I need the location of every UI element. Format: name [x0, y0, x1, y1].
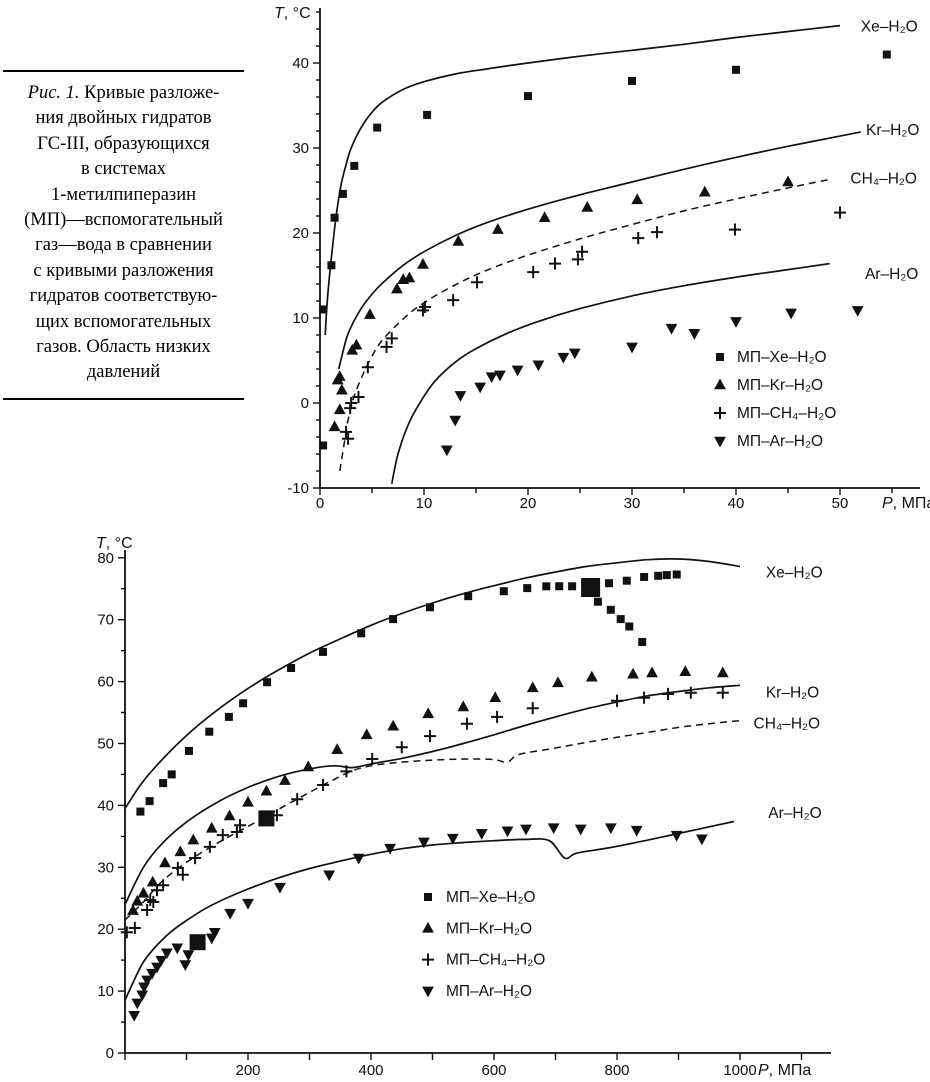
- caption-line: ГС-III, образующихся: [37, 133, 210, 154]
- x-axis-title: P, МПа: [882, 495, 930, 512]
- y-tick-label: 0: [301, 395, 309, 412]
- curve-label-kr: Kr–H₂O: [866, 122, 919, 139]
- curve-label-ch4: CH₄–H₂O: [850, 171, 917, 188]
- caption-line: Рис. 1. Кривые разложе-: [5, 81, 242, 106]
- curve-label-ar: Ar–H₂O: [768, 805, 821, 822]
- y-tick-label: 0: [106, 1045, 114, 1062]
- caption-line: гидратов соответствую-: [29, 286, 218, 307]
- y-tick-label: 10: [292, 310, 309, 327]
- caption-line: с кривыми разложения: [33, 260, 214, 281]
- caption-line: газов. Область низких: [36, 337, 211, 358]
- series-mp-ch4: [339, 206, 847, 445]
- curve-ar: Ar–H₂O: [124, 805, 822, 1001]
- chart-high-pressure-top: 0 10 20 30 40 50 -10 0 10 20 30 40 T, °C P, МПа Xe–H₂O…: [274, 5, 930, 512]
- y-tick-label: 40: [292, 55, 309, 72]
- curve-ar: Ar–H₂O: [390, 262, 918, 484]
- series-mp-ar: [440, 306, 864, 457]
- curve-ch4: CH₄–H₂O: [339, 171, 917, 472]
- series-mp-ar: [128, 823, 708, 1022]
- x-tick-label: 10: [416, 495, 433, 512]
- x-axis-title: P, МПа: [758, 1062, 811, 1079]
- series-mp-kr: [328, 175, 794, 432]
- x-tick-label: 200: [235, 1062, 260, 1079]
- curve-kr: Kr–H₂O: [124, 684, 819, 905]
- y-tick-label: 70: [97, 612, 114, 629]
- curve-label-ch4: CH₄–H₂O: [754, 716, 821, 733]
- tick-marks: [118, 557, 803, 1060]
- axes: [319, 8, 920, 489]
- x-tick-label: 0: [316, 495, 324, 512]
- figure-caption: Рис. 1. Кривые разложе- ния двойных гидр…: [3, 70, 244, 400]
- y-tick-label: 60: [97, 674, 114, 691]
- caption-line: 1-метилпиперазин: [50, 184, 197, 205]
- x-tick-label: 400: [358, 1062, 383, 1079]
- legend-label-mp-kr: МП–Kr–H₂O: [737, 377, 823, 394]
- y-tick-label: 20: [97, 921, 114, 938]
- y-axis-title: T, °C: [274, 5, 311, 22]
- axes: [124, 550, 831, 1054]
- y-tick-label: -10: [287, 480, 309, 497]
- curve-xe: Xe–H₂O: [124, 558, 823, 809]
- legend-label-mp-xe: МП–Xe–H₂O: [446, 889, 536, 906]
- x-tick-label: 50: [832, 495, 849, 512]
- legend-label-mp-xe: МП–Xe–H₂O: [737, 349, 827, 366]
- curve-xe: Xe–H₂O: [324, 18, 918, 336]
- tick-labels: 200 400 600 800 1000 0 10 20 30 40 50 60 70 80: [97, 550, 756, 1079]
- curve-label-xe: Xe–H₂O: [861, 18, 918, 35]
- curve-ch4: CH₄–H₂O: [124, 716, 821, 921]
- y-tick-label: 20: [292, 225, 309, 242]
- series-mp-ch4: [120, 686, 729, 939]
- x-tick-label: 1000: [723, 1062, 756, 1079]
- legend-label-mp-ar: МП–Ar–H₂O: [737, 433, 823, 450]
- legend-label-mp-ch4: МП–CH₄–H₂O: [737, 405, 836, 422]
- series-mp-xe: [136, 570, 681, 951]
- series-mp-kr: [127, 665, 729, 915]
- caption-line: газ—вода в сравнении: [35, 235, 212, 256]
- caption-line: давлений: [86, 362, 161, 383]
- tick-labels: 0 10 20 30 40 50 -10 0 10 20 30 40: [287, 55, 848, 512]
- x-tick-label: 600: [481, 1062, 506, 1079]
- x-tick-label: 800: [604, 1062, 629, 1079]
- caption-line: ния двойных гидратов: [35, 108, 212, 129]
- series-mp-xe: [319, 50, 891, 450]
- y-axis-title: T, °C: [96, 535, 133, 552]
- y-tick-label: 30: [292, 140, 309, 157]
- legend: МП–Xe–H₂O МП–Kr–H₂O МП–CH₄–H₂O МП–Ar–H₂O: [421, 889, 545, 1000]
- legend-label-mp-ar: МП–Ar–H₂O: [446, 983, 532, 1000]
- y-tick-label: 30: [97, 859, 114, 876]
- curve-kr: Kr–H₂O: [337, 122, 919, 370]
- legend-label-mp-ch4: МП–CH₄–H₂O: [446, 952, 545, 969]
- legend: МП–Xe–H₂O МП–Kr–H₂O МП–CH₄–H₂O МП–Ar–H₂O: [713, 349, 836, 450]
- y-tick-label: 50: [97, 736, 114, 753]
- x-tick-label: 20: [520, 495, 537, 512]
- tick-marks: [313, 11, 893, 495]
- curve-label-ar: Ar–H₂O: [865, 266, 918, 283]
- x-tick-label: 30: [624, 495, 641, 512]
- caption-line: щих вспомогательных: [35, 311, 212, 332]
- caption-line: (МП)—вспомогательный: [24, 210, 223, 231]
- y-tick-label: 10: [97, 983, 114, 1000]
- x-tick-label: 40: [728, 495, 745, 512]
- caption-line-text: Кривые разложе-: [79, 83, 220, 103]
- curve-label-kr: Kr–H₂O: [766, 685, 819, 702]
- y-tick-label: 40: [97, 797, 114, 814]
- chart-high-pressure-bottom: 200 400 600 800 1000 0 10 20 30 40 50 60 70 80T, °C P,…: [96, 535, 831, 1079]
- curve-label-xe: Xe–H₂O: [766, 565, 823, 582]
- caption-line: в системах: [80, 159, 167, 180]
- legend-label-mp-kr: МП–Kr–H₂O: [446, 920, 532, 937]
- y-tick-label: 80: [97, 550, 114, 567]
- caption-figure-number: Рис. 1.: [27, 83, 80, 103]
